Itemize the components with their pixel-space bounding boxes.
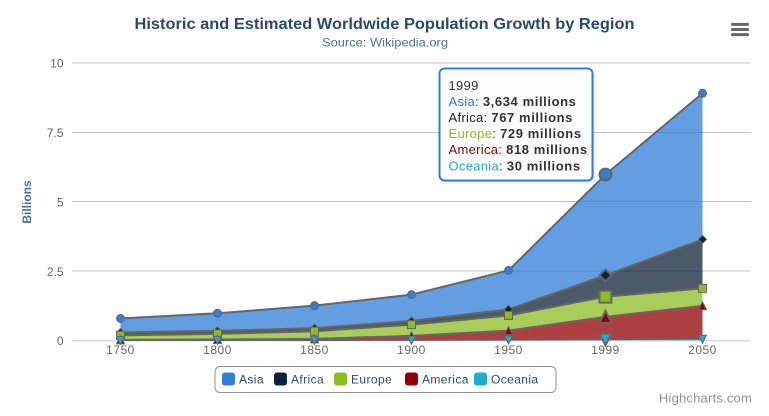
- svg-text:Africa: 767 millions: Africa: 767 millions: [449, 110, 573, 125]
- svg-text:1900: 1900: [397, 343, 426, 357]
- svg-text:7.5: 7.5: [47, 126, 64, 140]
- svg-text:0: 0: [57, 334, 64, 348]
- svg-text:Oceania: Oceania: [491, 373, 539, 387]
- svg-text:Africa: Africa: [291, 373, 324, 387]
- svg-text:1800: 1800: [203, 343, 232, 357]
- svg-text:Oceania: 30 millions: Oceania: 30 millions: [449, 158, 581, 173]
- svg-text:Highcharts.com: Highcharts.com: [659, 391, 752, 406]
- svg-text:5: 5: [57, 195, 64, 209]
- svg-text:1950: 1950: [494, 343, 523, 357]
- svg-text:1999: 1999: [449, 78, 479, 93]
- svg-text:2.5: 2.5: [47, 265, 64, 279]
- svg-text:Europe: Europe: [351, 373, 392, 387]
- svg-text:America: America: [422, 373, 469, 387]
- svg-text:1850: 1850: [300, 343, 329, 357]
- svg-text:Asia: Asia: [239, 373, 264, 387]
- svg-text:America: 818 millions: America: 818 millions: [449, 142, 588, 157]
- svg-text:1750: 1750: [106, 343, 135, 357]
- svg-text:Historic and Estimated Worldwi: Historic and Estimated Worldwide Populat…: [135, 16, 635, 33]
- svg-text:Europe: 729 millions: Europe: 729 millions: [449, 126, 582, 141]
- svg-text:2050: 2050: [688, 343, 717, 357]
- svg-text:10: 10: [50, 57, 64, 71]
- svg-text:Source: Wikipedia.org: Source: Wikipedia.org: [322, 35, 448, 49]
- svg-text:1999: 1999: [591, 343, 620, 357]
- svg-text:Asia: 3,634 millions: Asia: 3,634 millions: [449, 94, 577, 109]
- svg-text:Billions: Billions: [20, 180, 34, 224]
